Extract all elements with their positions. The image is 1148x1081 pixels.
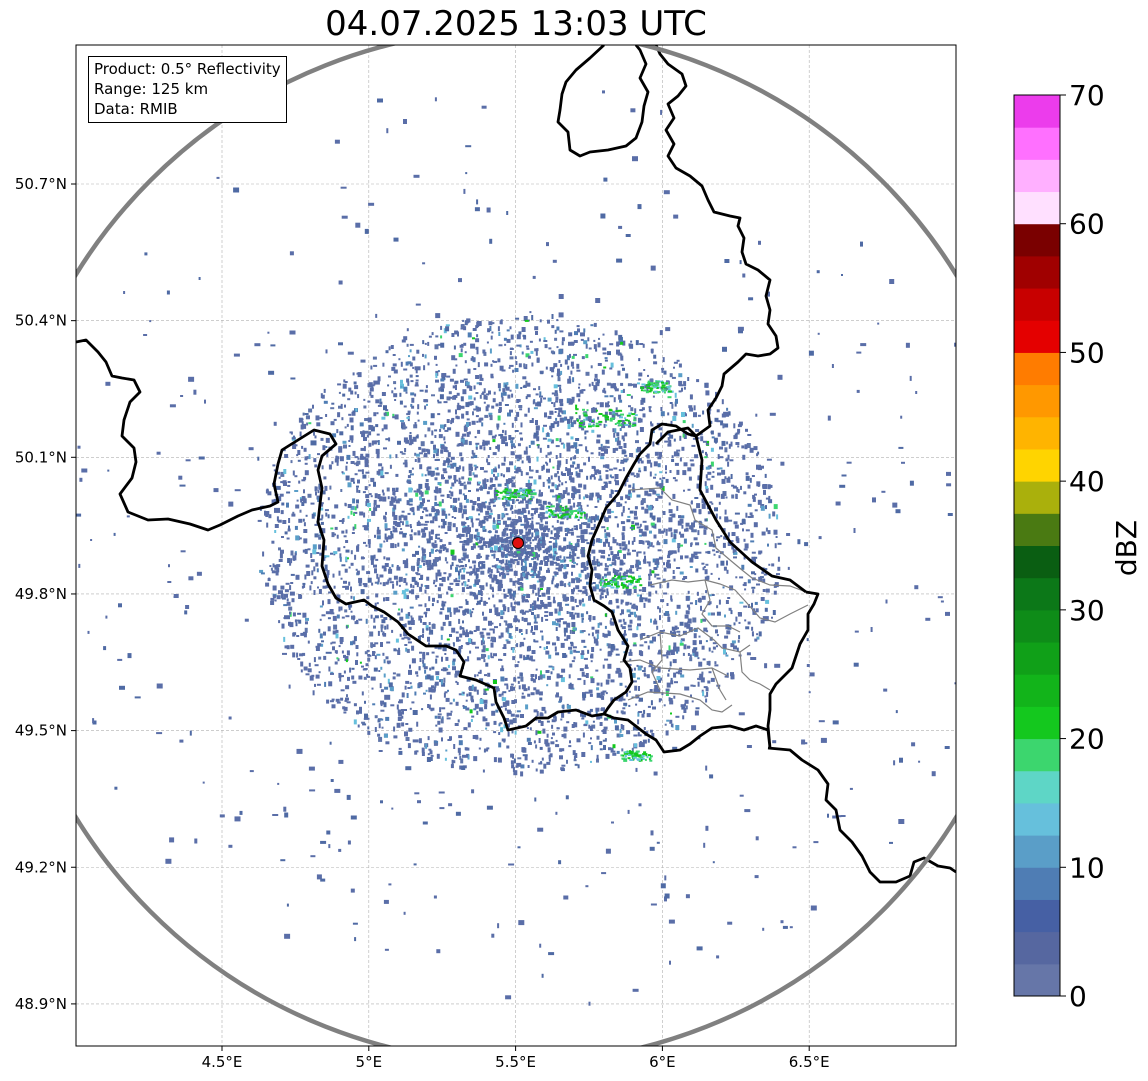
lat-tick-label: 49.8°N [15,585,67,603]
info-box: Product: 0.5° Reflectivity Range: 125 km… [88,56,287,123]
colorbar-segment [1014,545,1060,579]
colorbar-tick-label: 20 [1069,723,1105,756]
reflectivity-echoes [76,90,956,1006]
lat-tick-label: 50.4°N [15,312,67,330]
lat-tick-label: 49.2°N [15,858,67,876]
lat-tick-label: 48.9°N [15,995,67,1013]
lon-tick-label: 4.5°E [202,1053,243,1071]
info-product: Product: 0.5° Reflectivity [94,60,281,78]
colorbar-segment [1014,963,1060,997]
map-title: 04.07.2025 13:03 UTC [325,4,707,44]
colorbar-tick-label: 10 [1069,851,1105,884]
colorbar-segment [1014,95,1060,128]
colorbar-segment [1014,255,1060,289]
colorbar-segment [1014,867,1060,900]
colorbar-label: dBZ [1110,520,1143,576]
lon-tick-label: 6°E [649,1053,676,1071]
colorbar-segment [1014,288,1060,321]
colorbar-segment [1014,609,1060,643]
colorbar-segment [1014,320,1060,353]
country-borders [76,45,956,884]
region-borders [619,487,809,713]
colorbar [1014,95,1060,997]
colorbar-segment [1014,899,1060,933]
colorbar-segment [1014,448,1060,482]
info-data-source: Data: RMIB [94,100,178,118]
colorbar-segment [1014,931,1060,965]
colorbar-segment [1014,513,1060,546]
colorbar-tick-label: 0 [1069,980,1087,1013]
colorbar-ticks: 0 10 20 30 40 50 60 70 [1060,79,1105,1013]
lon-tick-label: 6.5°E [789,1053,830,1071]
colorbar-segment [1014,577,1060,611]
colorbar-segment [1014,191,1060,225]
colorbar-frame [1013,94,1061,997]
colorbar-segment [1014,706,1060,740]
colorbar-segment [1014,835,1060,868]
colorbar-segment [1014,223,1060,257]
colorbar-segment [1014,738,1060,772]
lat-tick-label: 49.5°N [15,722,67,740]
colorbar-segment [1014,159,1060,193]
colorbar-segment [1014,416,1060,450]
axis-ticks: 4.5°E 5°E 5.5°E 6°E 6.5°E 50.7°N 50.4°N 50.1°N 4… [15,175,830,1071]
radar-site-marker [512,537,524,549]
colorbar-segment [1014,127,1060,160]
colorbar-tick-label: 50 [1069,336,1105,369]
colorbar-tick-label: 60 [1069,208,1105,241]
colorbar-tick-label: 30 [1069,594,1105,627]
colorbar-segment [1014,642,1060,675]
lat-tick-label: 50.7°N [15,175,67,193]
lat-tick-label: 50.1°N [15,448,67,466]
colorbar-segment [1014,384,1060,418]
colorbar-segment [1014,352,1060,386]
lon-tick-label: 5°E [356,1053,383,1071]
colorbar-segment [1014,770,1060,804]
colorbar-segment [1014,802,1060,836]
lon-tick-label: 5.5°E [495,1053,536,1071]
info-range: Range: 125 km [94,80,209,98]
colorbar-tick-label: 40 [1069,465,1105,498]
colorbar-tick-label: 70 [1069,79,1105,112]
colorbar-segment [1014,674,1060,707]
colorbar-segment [1014,481,1060,514]
